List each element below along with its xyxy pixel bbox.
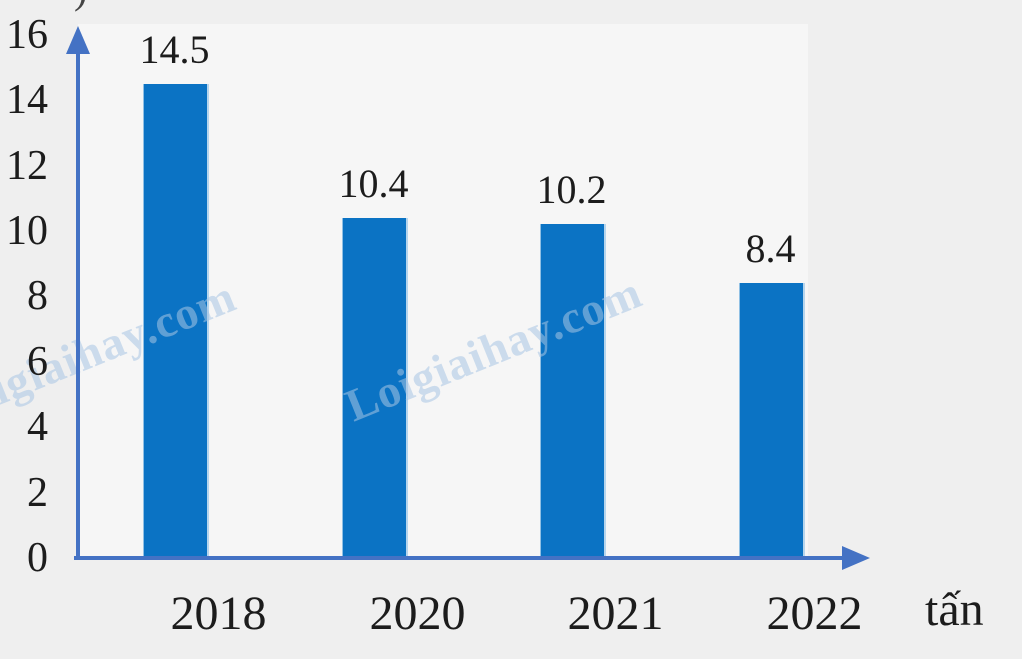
x-axis-label: 2018	[170, 587, 267, 640]
bar-value-label: 8.4	[745, 226, 796, 272]
x-axis-arrow-icon	[842, 546, 870, 570]
y-axis-tick-label: 8	[27, 273, 48, 320]
y-axis-arrow-icon	[66, 26, 90, 54]
y-axis-tick-label: 10	[6, 208, 48, 254]
bar-2018	[143, 83, 209, 557]
bar-value-label: 14.5	[139, 26, 210, 72]
y-axis-tick-label: 16	[6, 11, 48, 58]
y-axis-tick-label: 2	[27, 469, 48, 516]
y-axis-tick-label: 6	[27, 338, 48, 385]
x-axis-line	[74, 556, 846, 560]
cropped-glyph: )	[74, 0, 87, 13]
bar-value-label: 10.2	[536, 167, 607, 213]
x-axis-label: 2020	[369, 587, 466, 640]
y-axis-tick-label: 14	[6, 77, 48, 124]
y-axis-tick-label: 12	[6, 142, 48, 189]
bar-2021	[540, 224, 606, 557]
x-axis-label: 2022	[766, 587, 863, 640]
x-axis-unit-label: tấn	[925, 583, 984, 636]
y-axis-tick-label: 4	[27, 404, 48, 451]
bar-2020	[342, 217, 408, 557]
bar-value-label: 10.4	[338, 160, 409, 206]
y-axis-tick-label: 0	[27, 535, 48, 581]
bar-2022	[739, 283, 805, 557]
y-axis-line	[76, 44, 80, 558]
x-axis-label: 2021	[567, 587, 664, 640]
